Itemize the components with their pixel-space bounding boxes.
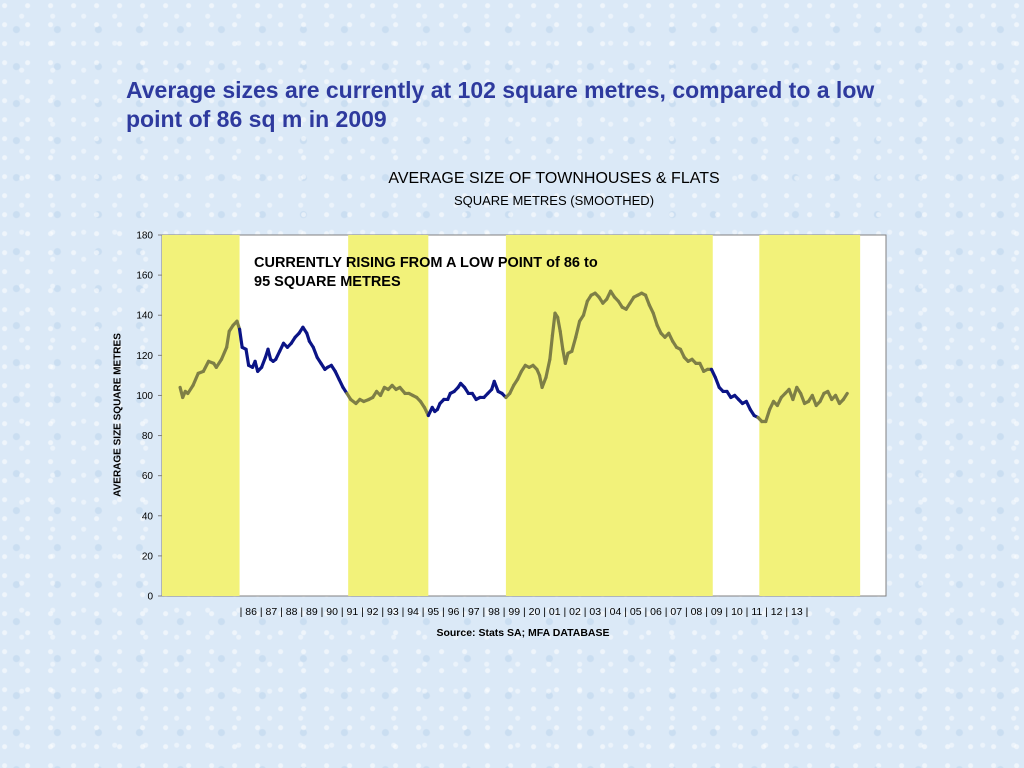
series-segment — [259, 355, 268, 369]
series-segment — [799, 391, 807, 406]
series-segment — [581, 299, 589, 317]
shaded-period-1 — [162, 235, 240, 596]
y-tick-label: 20 — [142, 551, 154, 562]
y-tick-label: 140 — [136, 311, 153, 322]
series-segment — [570, 335, 578, 353]
series-segment — [556, 315, 562, 333]
y-tick-label: 120 — [136, 351, 153, 362]
y-tick-label: 60 — [142, 471, 154, 482]
series-segment — [225, 329, 231, 349]
series-segment — [244, 347, 251, 367]
slide-title: Average sizes are currently at 102 squar… — [126, 77, 875, 132]
series-segment — [191, 371, 200, 388]
series-segment — [791, 385, 799, 402]
series-segment — [201, 359, 211, 373]
series-segment — [764, 407, 772, 424]
y-tick-label: 180 — [136, 231, 153, 242]
chart-title: AVERAGE SIZE OF TOWNHOUSES & FLATS — [388, 170, 720, 187]
series-segment — [651, 311, 659, 327]
chart-subtitle: SQUARE METRES (SMOOTHED) — [453, 193, 655, 208]
source-note: Source: Stats SA; MFA DATABASE — [436, 627, 610, 639]
series-segment — [544, 357, 552, 379]
chart-annotation: CURRENTLY RISING FROM A LOW POINT of 86 … — [254, 255, 598, 290]
y-tick-label: 80 — [142, 431, 154, 442]
series-segment — [548, 333, 555, 361]
series-segment — [492, 379, 500, 394]
y-tick-label: 100 — [136, 391, 153, 402]
series-segment — [810, 393, 818, 408]
series-segment — [563, 351, 570, 365]
series-segment — [558, 329, 565, 351]
series-segment — [550, 311, 557, 337]
series-segment — [643, 293, 652, 307]
y-tick-label: 40 — [142, 511, 154, 522]
shaded-period-4 — [759, 235, 861, 596]
series-segment — [266, 347, 273, 361]
series-segment — [311, 345, 319, 359]
y-tick-label: 160 — [136, 271, 153, 282]
shaded-period-2 — [348, 235, 429, 596]
series-segment — [574, 319, 582, 339]
y-tick-label: 0 — [147, 592, 153, 603]
series-segment — [713, 375, 721, 390]
series-segment — [237, 327, 244, 349]
series-segment — [540, 375, 548, 390]
series-segment — [841, 391, 849, 402]
series-segment — [219, 345, 229, 361]
x-axis-labels: | 86 | 87 | 88 | 89 | 90 | 91 | 92 | 93 … — [239, 606, 809, 618]
y-axis-label: AVERAGE SIZE SQUARE METRES — [112, 333, 124, 497]
